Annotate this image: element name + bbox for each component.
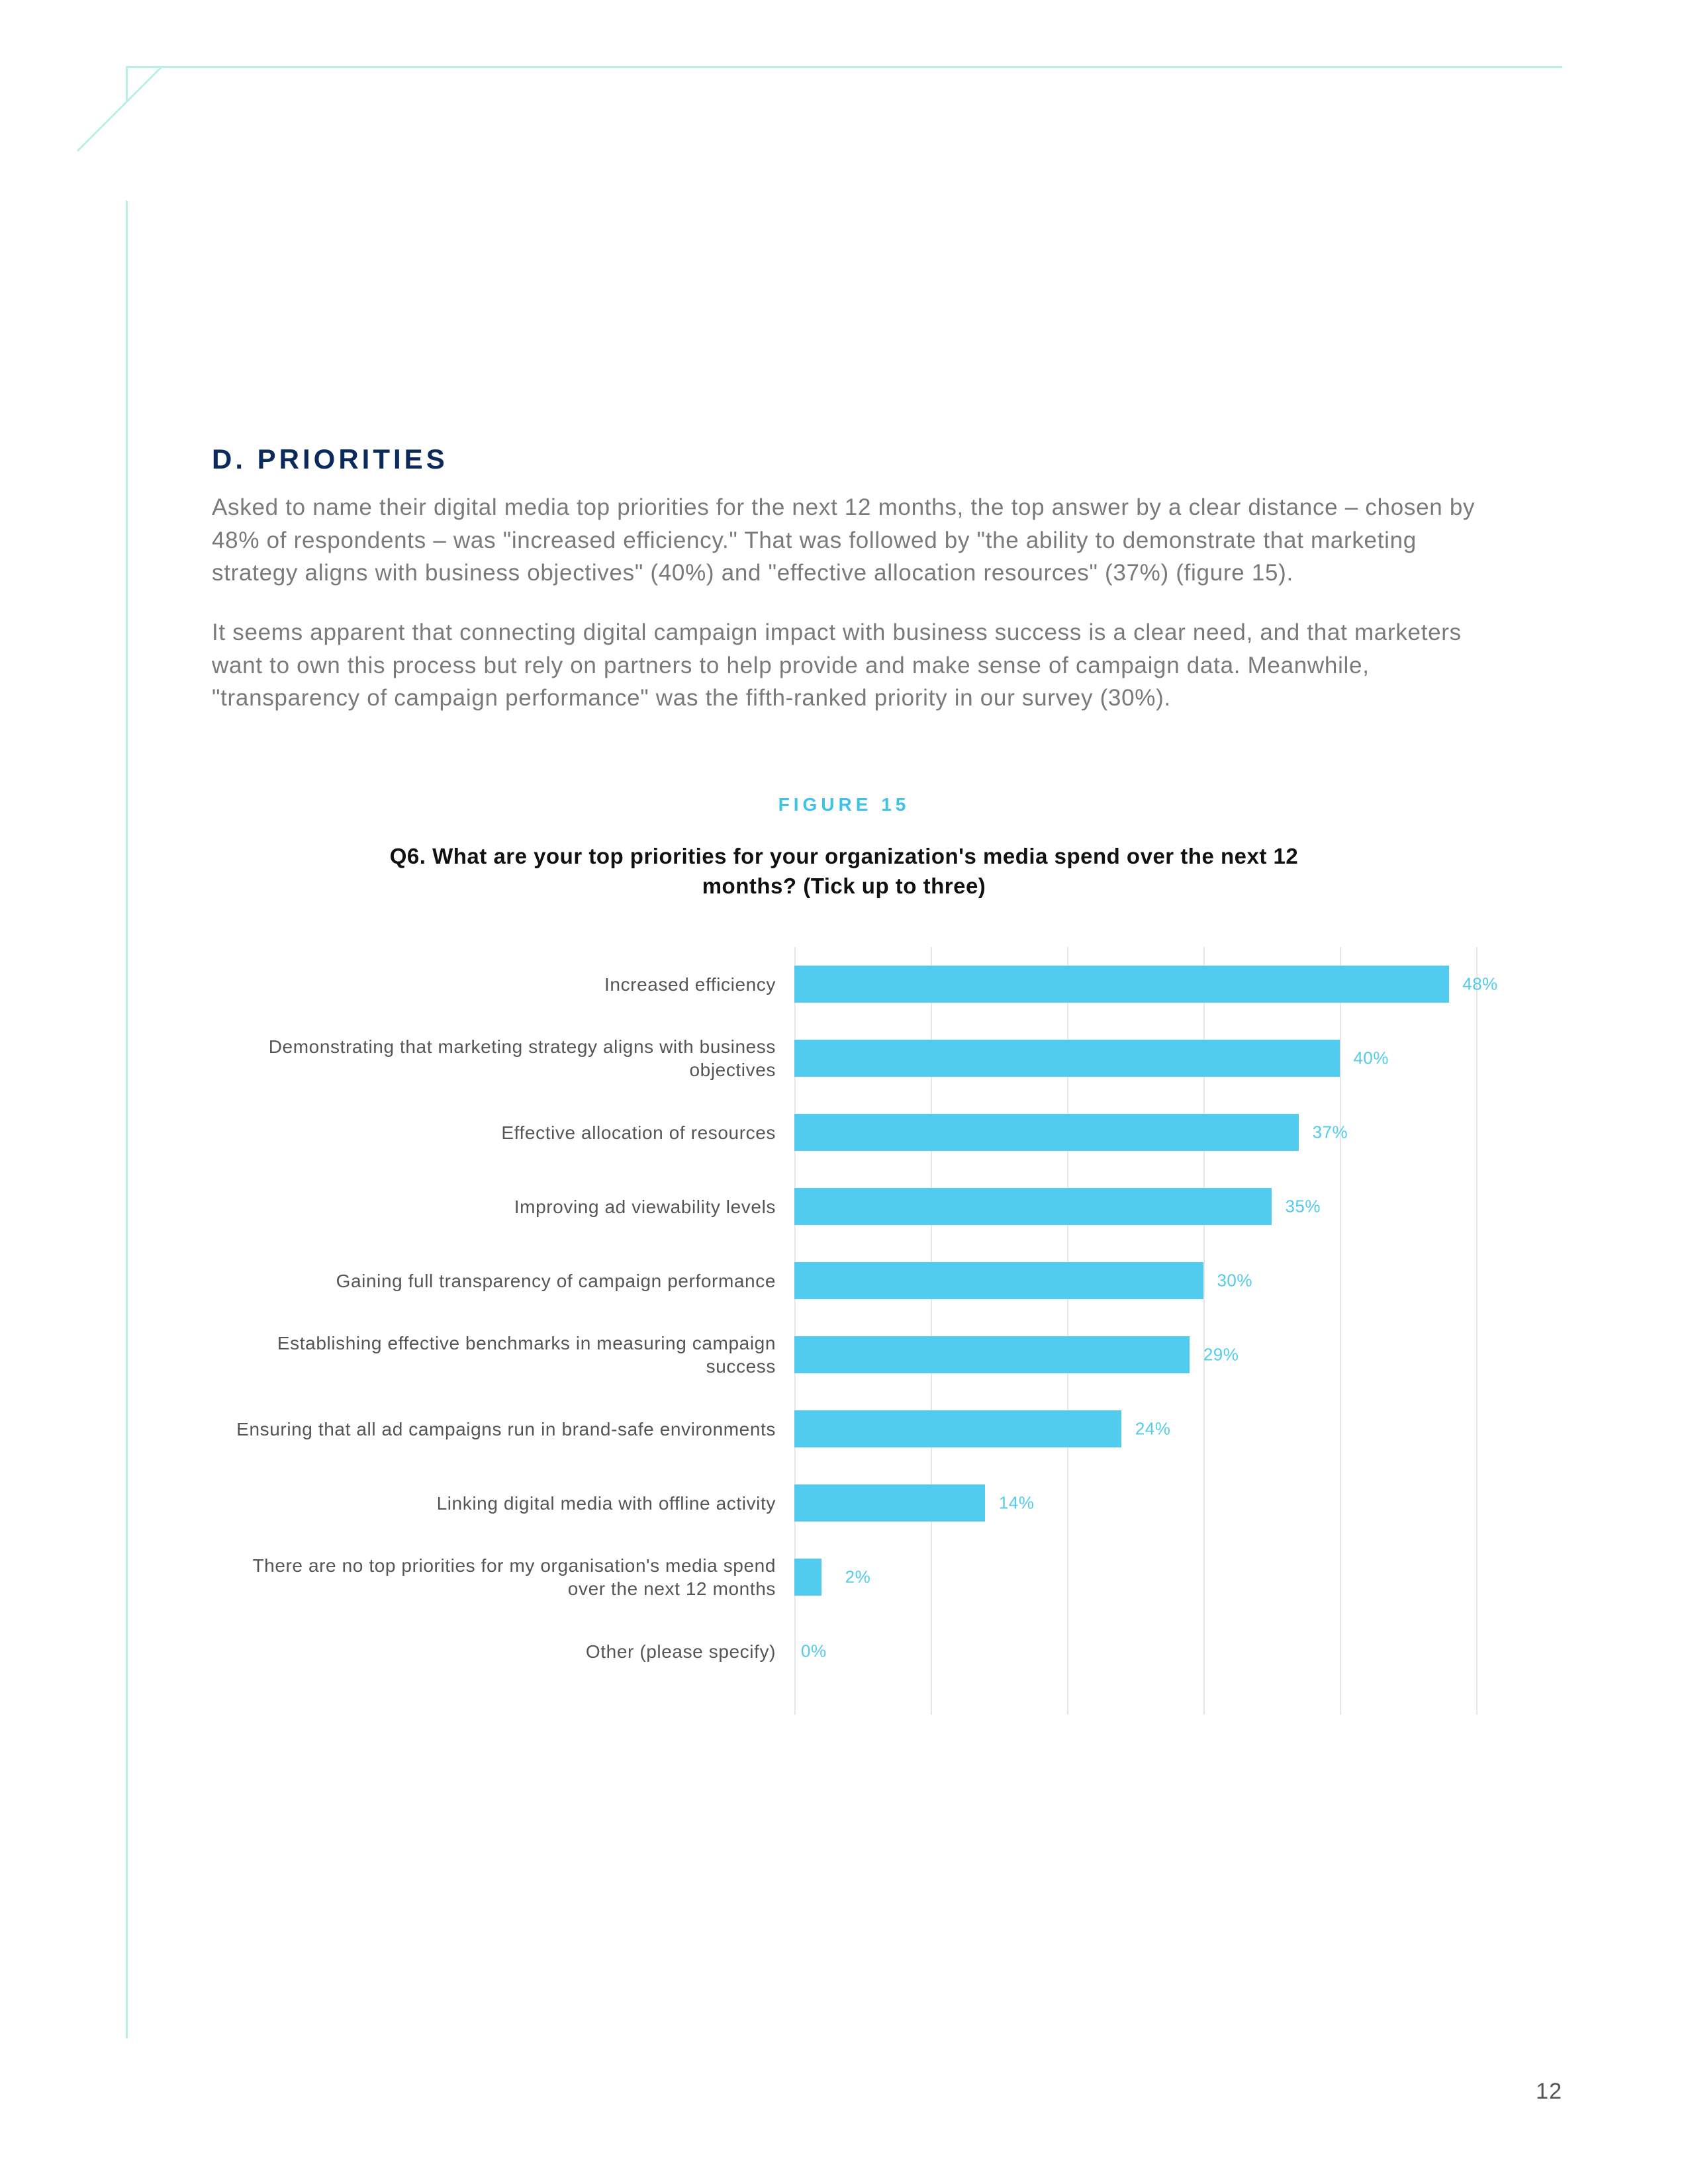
- chart-row-label: Gaining full transparency of campaign pe…: [212, 1244, 794, 1318]
- chart-bar-row: 48%: [794, 947, 1476, 1021]
- chart-row-label: Increased efficiency: [212, 947, 794, 1021]
- chart-bar-row: 2%: [794, 1540, 1476, 1614]
- chart-bar-value: 24%: [1135, 1419, 1171, 1439]
- chart-bar: 40%: [794, 1040, 1340, 1077]
- page-number: 12: [1536, 2079, 1562, 2105]
- chart-bar-row: 30%: [794, 1244, 1476, 1318]
- chart-bar-value: 29%: [1203, 1345, 1239, 1365]
- chart-row-label: Ensuring that all ad campaigns run in br…: [212, 1392, 794, 1466]
- chart-bar: 14%: [794, 1484, 985, 1522]
- section-prefix: D.: [212, 443, 246, 475]
- chart-bar-row: 24%: [794, 1392, 1476, 1466]
- chart-bar-row: 37%: [794, 1095, 1476, 1169]
- gridline: [1476, 947, 1477, 1715]
- chart-bar-row: 0%: [794, 1614, 1476, 1688]
- chart-bar: 29%: [794, 1336, 1190, 1373]
- chart-row-label: Linking digital media with offline activ…: [212, 1466, 794, 1540]
- chart-row-label: Improving ad viewability levels: [212, 1169, 794, 1244]
- section-title: PRIORITIES: [258, 443, 448, 475]
- priorities-chart: Increased efficiencyDemonstrating that m…: [212, 947, 1476, 1715]
- chart-plot-area: 48% 40% 37% 35% 30% 29% 24% 14% 2% 0%: [794, 947, 1476, 1715]
- chart-row-label: Demonstrating that marketing strategy al…: [212, 1021, 794, 1095]
- chart-bar: 35%: [794, 1188, 1272, 1225]
- chart-bar-value: 2%: [845, 1567, 871, 1588]
- chart-row-label: Other (please specify): [212, 1614, 794, 1688]
- chart-bar: 24%: [794, 1410, 1121, 1447]
- chart-bar-row: 14%: [794, 1466, 1476, 1540]
- chart-bar-value: 0%: [801, 1641, 827, 1662]
- section-heading: D. PRIORITIES: [212, 443, 1476, 475]
- chart-bar-value: 14%: [999, 1493, 1035, 1514]
- chart-bar: 30%: [794, 1262, 1203, 1299]
- chart-bar-value: 35%: [1285, 1197, 1321, 1217]
- figure-label: FIGURE 15: [212, 794, 1476, 815]
- paragraph-2: It seems apparent that connecting digita…: [212, 616, 1476, 715]
- chart-bar-value: 40%: [1353, 1048, 1389, 1069]
- chart-bar-value: 48%: [1462, 974, 1498, 995]
- chart-bar-row: 40%: [794, 1021, 1476, 1095]
- paragraph-1: Asked to name their digital media top pr…: [212, 491, 1476, 590]
- chart-labels-column: Increased efficiencyDemonstrating that m…: [212, 947, 794, 1715]
- chart-bar-value: 37%: [1313, 1122, 1348, 1143]
- chart-row-label: There are no top priorities for my organ…: [212, 1540, 794, 1614]
- chart-bar-row: 35%: [794, 1169, 1476, 1244]
- chart-row-label: Establishing effective benchmarks in mea…: [212, 1318, 794, 1392]
- chart-bar-value: 30%: [1217, 1271, 1252, 1291]
- chart-bar: 48%: [794, 966, 1449, 1003]
- page-content: D. PRIORITIES Asked to name their digita…: [212, 443, 1476, 1715]
- chart-bar: 2%: [794, 1559, 821, 1596]
- chart-bar-row: 29%: [794, 1318, 1476, 1392]
- chart-row-label: Effective allocation of resources: [212, 1095, 794, 1169]
- chart-bar: 37%: [794, 1114, 1299, 1151]
- chart-title: Q6. What are your top priorities for you…: [212, 842, 1476, 901]
